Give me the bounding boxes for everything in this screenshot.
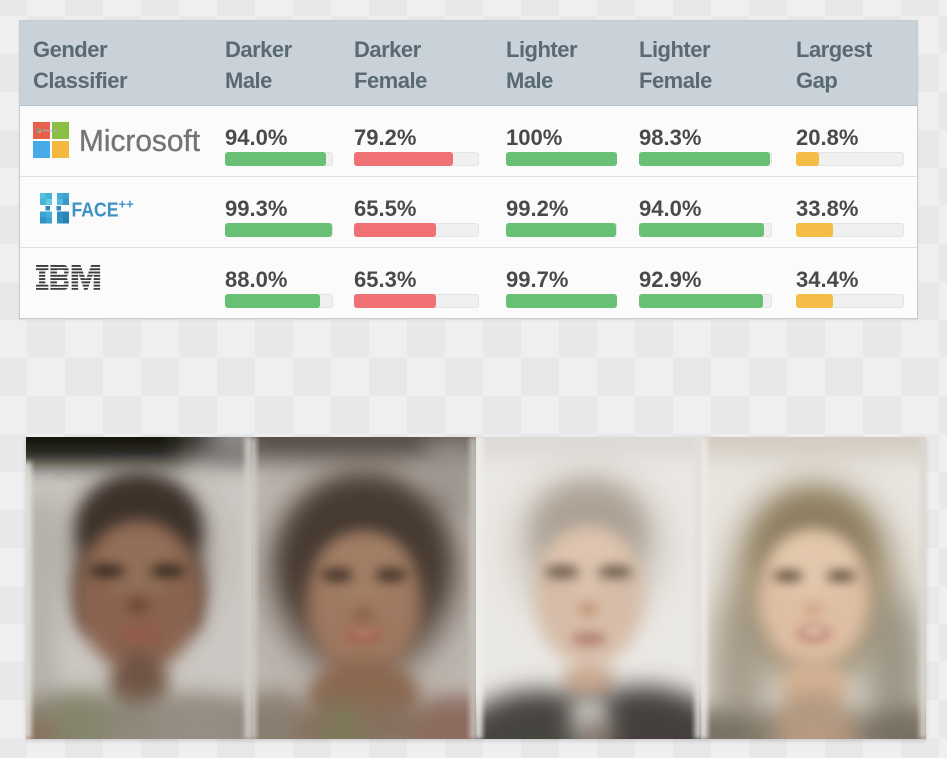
svg-text:FACE: FACE xyxy=(72,200,119,222)
svg-text:Microsoft: Microsoft xyxy=(79,123,200,158)
svg-text:++: ++ xyxy=(119,197,135,212)
